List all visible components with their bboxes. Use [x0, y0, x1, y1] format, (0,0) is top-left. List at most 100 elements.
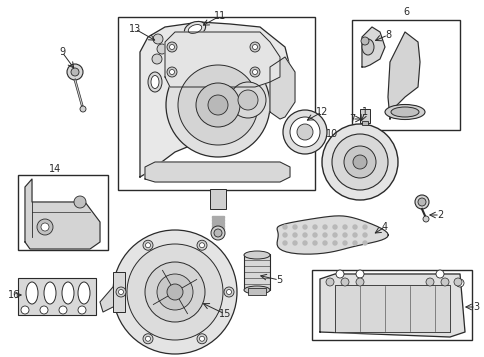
Circle shape — [116, 287, 126, 297]
Circle shape — [333, 241, 336, 245]
Circle shape — [352, 225, 356, 229]
Circle shape — [355, 270, 363, 278]
Circle shape — [80, 106, 86, 112]
Ellipse shape — [188, 25, 201, 34]
Text: 16: 16 — [8, 290, 20, 300]
Bar — [212, 219, 224, 221]
Ellipse shape — [384, 105, 424, 120]
Text: 2: 2 — [436, 210, 442, 220]
Circle shape — [78, 306, 86, 314]
Polygon shape — [270, 57, 294, 119]
Text: 10: 10 — [325, 129, 337, 139]
Circle shape — [197, 334, 207, 344]
Circle shape — [340, 278, 348, 286]
Circle shape — [157, 44, 166, 54]
Circle shape — [322, 233, 326, 237]
Circle shape — [283, 110, 326, 154]
Circle shape — [302, 225, 306, 229]
Circle shape — [21, 306, 29, 314]
Circle shape — [455, 279, 463, 287]
Circle shape — [166, 53, 270, 157]
Text: 9: 9 — [59, 47, 65, 57]
Circle shape — [333, 233, 336, 237]
Circle shape — [249, 42, 259, 52]
Circle shape — [145, 336, 150, 341]
Bar — [113, 272, 125, 312]
Text: 11: 11 — [213, 11, 226, 21]
Ellipse shape — [390, 107, 418, 117]
Circle shape — [199, 336, 204, 341]
Polygon shape — [145, 162, 289, 182]
Circle shape — [425, 278, 433, 286]
Circle shape — [252, 70, 257, 75]
Circle shape — [199, 243, 204, 248]
Ellipse shape — [151, 75, 159, 89]
Bar — [212, 228, 224, 230]
Circle shape — [435, 270, 443, 278]
Circle shape — [208, 95, 227, 115]
Circle shape — [312, 225, 317, 229]
Circle shape — [312, 233, 317, 237]
Bar — [212, 216, 224, 218]
Ellipse shape — [62, 282, 74, 304]
Circle shape — [322, 241, 326, 245]
Ellipse shape — [26, 282, 38, 304]
Polygon shape — [140, 22, 289, 177]
Circle shape — [352, 233, 356, 237]
Circle shape — [360, 37, 368, 45]
Circle shape — [249, 67, 259, 77]
Text: 4: 4 — [381, 222, 387, 232]
Circle shape — [41, 223, 49, 231]
Text: 5: 5 — [275, 275, 282, 285]
Circle shape — [59, 306, 67, 314]
Circle shape — [67, 64, 83, 80]
Polygon shape — [361, 27, 384, 67]
Circle shape — [283, 225, 287, 229]
Circle shape — [342, 225, 346, 229]
Text: 6: 6 — [402, 7, 408, 17]
Text: 7: 7 — [348, 114, 354, 124]
Polygon shape — [276, 216, 388, 254]
Circle shape — [332, 134, 387, 190]
Circle shape — [296, 124, 312, 140]
Circle shape — [283, 233, 287, 237]
Bar — [212, 222, 224, 224]
Ellipse shape — [361, 39, 373, 55]
Circle shape — [283, 241, 287, 245]
Bar — [18, 278, 96, 315]
Bar — [247, 288, 265, 295]
Circle shape — [292, 241, 296, 245]
Circle shape — [166, 42, 177, 52]
Text: 8: 8 — [384, 30, 390, 40]
Circle shape — [453, 278, 461, 286]
Bar — [359, 109, 369, 123]
Polygon shape — [387, 32, 419, 119]
Circle shape — [362, 241, 366, 245]
Polygon shape — [165, 32, 279, 87]
Circle shape — [292, 225, 296, 229]
Circle shape — [169, 45, 174, 50]
Circle shape — [157, 274, 193, 310]
Circle shape — [152, 34, 163, 44]
Circle shape — [213, 229, 222, 237]
Bar — [118, 17, 314, 190]
Text: 14: 14 — [49, 164, 61, 174]
Ellipse shape — [243, 286, 270, 294]
Circle shape — [343, 146, 375, 178]
Circle shape — [71, 68, 79, 76]
Circle shape — [145, 262, 205, 322]
Circle shape — [143, 334, 152, 344]
Circle shape — [196, 83, 240, 127]
Circle shape — [74, 196, 86, 208]
Text: 3: 3 — [472, 302, 478, 312]
Bar — [311, 270, 471, 340]
Circle shape — [178, 65, 257, 145]
Ellipse shape — [243, 251, 270, 259]
Circle shape — [342, 241, 346, 245]
Text: 15: 15 — [218, 309, 231, 319]
Circle shape — [197, 240, 207, 250]
Text: 13: 13 — [129, 24, 141, 34]
Circle shape — [422, 216, 428, 222]
Circle shape — [362, 225, 366, 229]
Circle shape — [127, 244, 223, 340]
